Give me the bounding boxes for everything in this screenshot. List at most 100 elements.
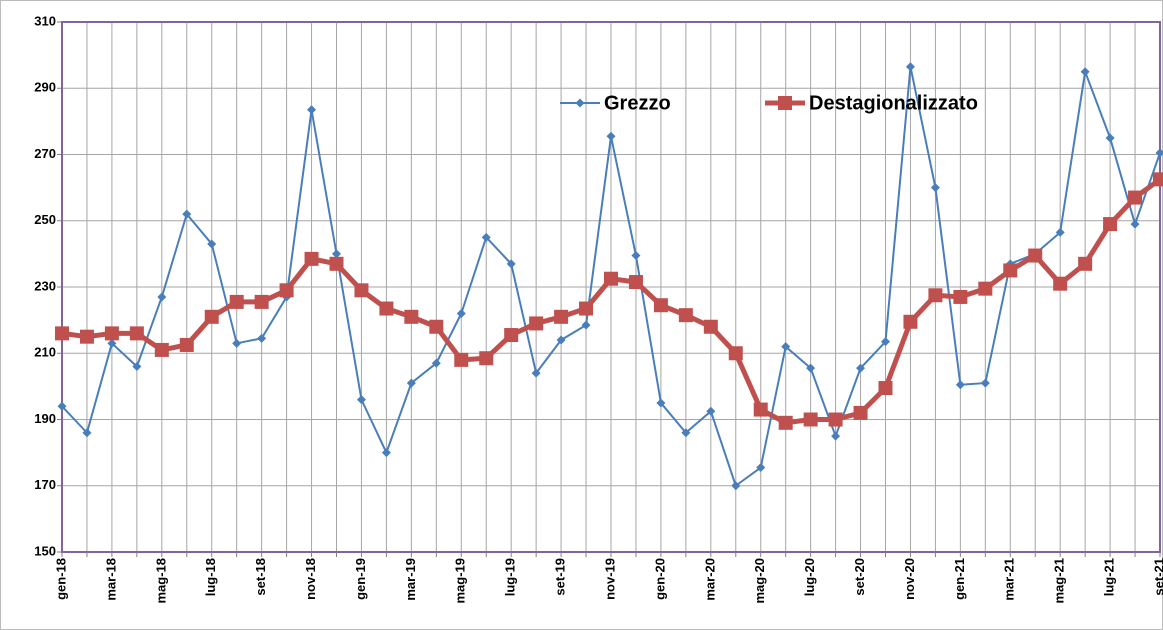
x-tick-label: nov-20 xyxy=(902,558,917,600)
legend-label: Grezzo xyxy=(604,92,671,114)
point xyxy=(182,209,192,219)
point xyxy=(678,308,693,323)
point xyxy=(706,406,716,416)
point xyxy=(581,320,591,330)
point xyxy=(1053,276,1068,291)
x-tick-label: mar-20 xyxy=(702,558,717,601)
point xyxy=(831,431,841,441)
point xyxy=(107,338,117,348)
y-tick-label: 250 xyxy=(34,212,56,227)
point xyxy=(82,428,92,438)
point xyxy=(556,335,566,345)
point xyxy=(1155,148,1163,158)
point xyxy=(381,448,391,458)
x-tick-label: gen-21 xyxy=(952,558,967,600)
point xyxy=(606,131,616,141)
point xyxy=(404,309,419,324)
x-tick-label: gen-19 xyxy=(353,558,368,600)
x-tick-label: lug-18 xyxy=(203,558,218,596)
point xyxy=(656,398,666,408)
x-tick-label: gen-18 xyxy=(53,558,68,600)
point xyxy=(881,337,890,347)
point xyxy=(781,342,791,352)
point xyxy=(55,326,69,341)
point xyxy=(856,363,866,373)
point xyxy=(756,463,766,473)
y-tick-label: 230 xyxy=(34,278,56,293)
x-tick-label: set-20 xyxy=(852,558,867,596)
legend-marker xyxy=(575,98,585,108)
legend-label: Destagionalizzato xyxy=(809,92,978,114)
x-tick-label: set-21 xyxy=(1151,558,1163,596)
point xyxy=(329,256,344,271)
x-tick-label: mag-21 xyxy=(1052,558,1067,604)
point xyxy=(1028,248,1043,263)
point xyxy=(504,328,519,343)
point xyxy=(1078,256,1093,271)
x-tick-label: gen-20 xyxy=(652,558,667,600)
point xyxy=(980,378,990,388)
point xyxy=(1105,133,1115,143)
point xyxy=(479,351,494,366)
point xyxy=(154,342,169,357)
y-tick-label: 310 xyxy=(34,13,56,28)
point xyxy=(628,275,643,290)
legend-marker xyxy=(778,96,792,110)
x-tick-label: lug-20 xyxy=(802,558,817,596)
point xyxy=(157,292,167,302)
point xyxy=(928,288,943,303)
point xyxy=(1103,217,1118,232)
point xyxy=(307,105,317,115)
x-tick-label: mag-19 xyxy=(453,558,468,604)
point xyxy=(456,309,466,318)
x-tick-label: mar-18 xyxy=(103,558,118,601)
legend: Grezzo Destagionalizzato xyxy=(560,92,978,114)
point xyxy=(604,271,618,286)
point xyxy=(753,402,768,417)
point xyxy=(454,352,469,367)
point xyxy=(703,319,718,334)
y-tick-label: 190 xyxy=(34,411,56,426)
point xyxy=(905,62,915,72)
x-tick-label: mar-19 xyxy=(403,558,418,601)
point xyxy=(1003,263,1018,278)
point xyxy=(778,415,793,430)
point xyxy=(579,301,594,316)
point xyxy=(481,232,491,242)
point xyxy=(1055,227,1065,237)
point xyxy=(1153,172,1163,187)
point xyxy=(279,283,294,298)
point xyxy=(828,412,843,427)
x-tick-label: set-18 xyxy=(253,558,268,596)
point xyxy=(104,326,119,341)
point xyxy=(806,363,816,373)
point xyxy=(955,380,965,390)
point xyxy=(978,281,993,296)
point xyxy=(304,251,319,266)
y-tick-label: 290 xyxy=(34,80,56,95)
y-tick-label: 210 xyxy=(34,345,56,360)
point xyxy=(653,298,668,313)
point xyxy=(179,337,194,352)
y-tick-label: 150 xyxy=(34,543,56,558)
point xyxy=(57,401,67,411)
point xyxy=(354,283,369,298)
point xyxy=(257,333,267,343)
point xyxy=(332,249,341,259)
x-tick-label: mag-18 xyxy=(153,558,168,604)
point xyxy=(728,346,743,361)
point xyxy=(254,294,269,309)
point xyxy=(229,294,244,309)
y-tick-label: 170 xyxy=(34,477,56,492)
point xyxy=(1080,67,1090,77)
x-tick-label: mag-20 xyxy=(752,558,767,604)
point xyxy=(1130,219,1140,229)
point xyxy=(79,329,94,344)
x-tick-label: nov-18 xyxy=(303,558,318,600)
point xyxy=(429,319,444,334)
point xyxy=(903,314,918,329)
point xyxy=(204,309,219,324)
point xyxy=(531,368,541,378)
point xyxy=(554,309,569,324)
